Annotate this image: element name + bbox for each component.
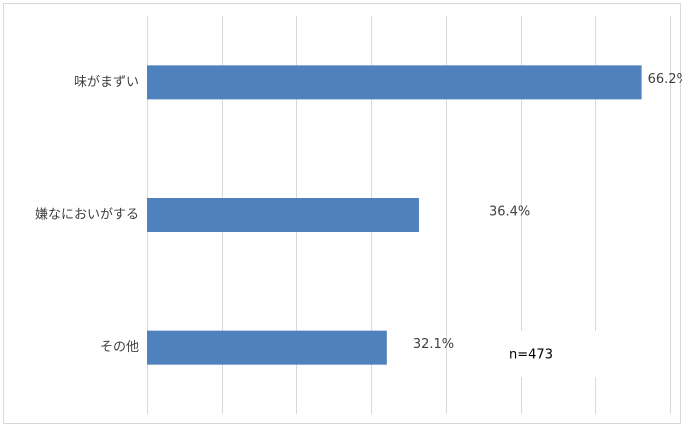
category-label: その他 bbox=[100, 340, 139, 355]
sample-size-annotation: n=473 bbox=[509, 348, 553, 363]
data-label: 66.2% bbox=[648, 72, 682, 87]
data-label: 36.4% bbox=[489, 205, 530, 220]
annotation-box bbox=[492, 331, 600, 377]
bar bbox=[147, 198, 419, 232]
bar bbox=[147, 65, 642, 100]
bars bbox=[147, 65, 642, 365]
category-label: 嫌なにおいがする bbox=[35, 208, 139, 223]
data-labels: 66.2% 36.4% 32.1% bbox=[413, 72, 682, 352]
category-label: 味がまずい bbox=[74, 75, 139, 90]
data-label: 32.1% bbox=[413, 337, 454, 352]
bar bbox=[147, 330, 387, 365]
